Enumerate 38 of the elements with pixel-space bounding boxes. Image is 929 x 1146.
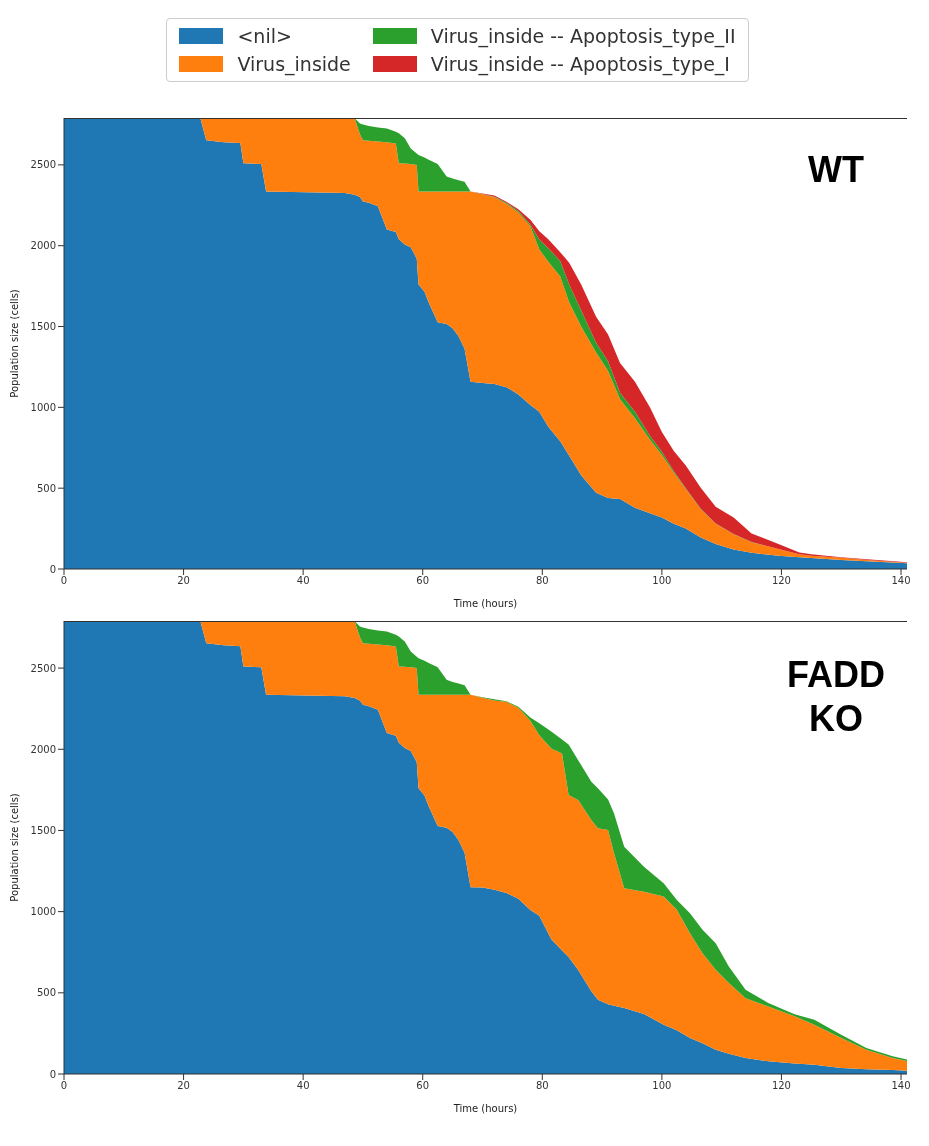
y-axis-title: Population size (cells) — [8, 289, 20, 398]
y-tick-label: 1000 — [30, 906, 56, 918]
x-tick-label: 0 — [60, 1080, 68, 1092]
legend-label: Virus_inside — [237, 53, 351, 75]
y-tick-label: 1500 — [30, 321, 56, 333]
y-tick-label: 500 — [36, 987, 56, 999]
x-axis-title: Time (hours) — [452, 598, 518, 609]
x-tick-label: 60 — [416, 1080, 430, 1092]
y-tick-label: 1000 — [30, 401, 56, 413]
annotation: WT — [807, 148, 865, 192]
x-tick-label: 120 — [771, 1080, 791, 1092]
x-tick-label: 20 — [177, 575, 190, 587]
x-tick-label: 80 — [535, 575, 549, 587]
y-tick-label: 2500 — [30, 159, 56, 171]
y-tick-label: 0 — [49, 1068, 56, 1080]
legend-label: Virus_inside -- Apoptosis_type_I — [430, 53, 730, 75]
y-axis-title: Population size (cells) — [8, 793, 20, 902]
x-tick-label: 100 — [652, 1080, 672, 1092]
y-tick-label: 0 — [49, 563, 56, 575]
legend-label: Virus_inside -- Apoptosis_type_II — [430, 25, 736, 47]
y-tick-label: 1500 — [30, 825, 56, 836]
x-tick-label: 80 — [535, 1080, 549, 1092]
x-tick-label: 120 — [771, 575, 791, 587]
y-tick-label: 2000 — [30, 743, 56, 755]
legend-label: <nil> — [237, 25, 292, 47]
x-tick-label: 140 — [891, 1080, 911, 1092]
x-axis-title: Time (hours) — [452, 1103, 518, 1114]
x-tick-label: 40 — [296, 575, 310, 587]
x-tick-label: 20 — [177, 1080, 190, 1092]
y-tick-label: 2000 — [30, 240, 56, 252]
x-tick-label: 140 — [891, 575, 911, 587]
x-tick-label: 100 — [652, 575, 672, 587]
x-tick-label: 40 — [296, 1080, 310, 1092]
annotation: FADD KO — [786, 653, 886, 741]
y-tick-label: 500 — [36, 482, 56, 494]
y-tick-label: 2500 — [30, 662, 56, 674]
x-tick-label: 60 — [416, 575, 430, 587]
x-tick-label: 0 — [60, 575, 68, 587]
